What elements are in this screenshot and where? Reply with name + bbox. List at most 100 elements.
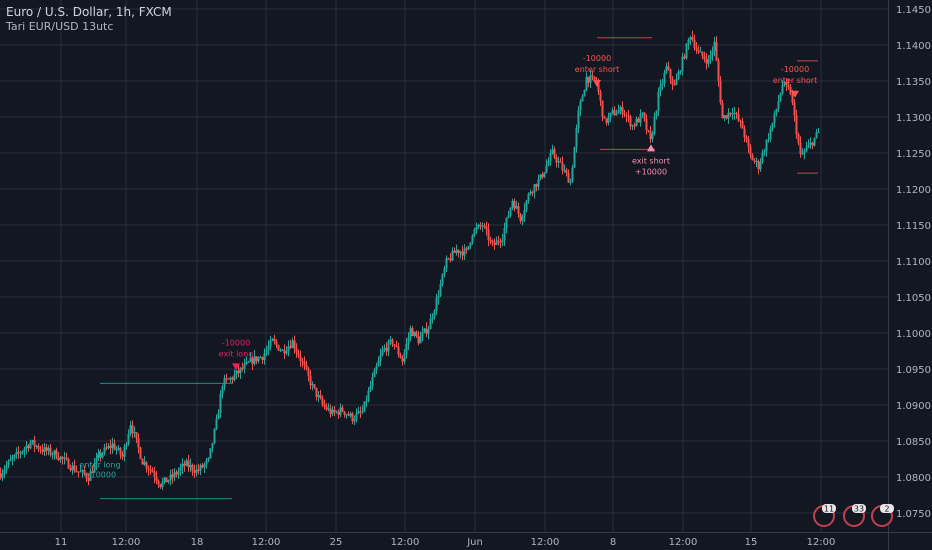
candle-body bbox=[651, 133, 654, 140]
time-tick-label: 12:00 bbox=[112, 537, 141, 548]
candle-body bbox=[373, 370, 376, 378]
candle-body bbox=[311, 384, 314, 386]
trade-amount: -10000 bbox=[583, 54, 611, 63]
candle-body bbox=[475, 227, 478, 230]
candle-body bbox=[739, 120, 742, 122]
candle-body bbox=[479, 224, 482, 227]
candle-body bbox=[601, 100, 604, 117]
candle-body bbox=[489, 240, 492, 242]
candle-body bbox=[445, 258, 448, 269]
badge-2[interactable]: 33 bbox=[843, 504, 866, 527]
candle-body bbox=[471, 235, 474, 243]
candle-body bbox=[169, 474, 172, 481]
candle-body bbox=[57, 458, 60, 460]
candle-body bbox=[591, 75, 594, 77]
candle-body bbox=[433, 310, 436, 318]
candle-body bbox=[759, 162, 762, 170]
candle-body bbox=[531, 192, 534, 194]
candle-body bbox=[215, 419, 218, 430]
candle-body bbox=[173, 472, 176, 478]
candle-body bbox=[505, 217, 508, 229]
candle-body bbox=[817, 132, 820, 134]
price-tick-label: 1.1300 bbox=[896, 113, 931, 124]
candle-body bbox=[113, 443, 116, 450]
candle-body bbox=[461, 251, 464, 256]
candle-body bbox=[227, 378, 230, 380]
candle-body bbox=[171, 474, 174, 478]
candle-body bbox=[631, 125, 634, 127]
candle-body bbox=[131, 425, 134, 434]
candle-body bbox=[807, 144, 810, 148]
candle-body bbox=[21, 451, 24, 453]
candle-body bbox=[371, 377, 374, 386]
candle-body bbox=[19, 452, 22, 454]
badge-2-chip bbox=[852, 504, 866, 513]
candle-body bbox=[469, 242, 472, 246]
candle-body bbox=[617, 110, 620, 114]
trade-arrow-down bbox=[232, 363, 240, 371]
candle-body bbox=[669, 69, 672, 79]
candle-body bbox=[761, 152, 764, 163]
candle-body bbox=[355, 413, 358, 420]
candle-body bbox=[447, 258, 450, 260]
candle-body bbox=[731, 113, 734, 115]
candle-body bbox=[627, 115, 630, 117]
price-tick-label: 1.1350 bbox=[896, 77, 931, 88]
time-tick-label: 12:00 bbox=[807, 537, 836, 548]
candle-body bbox=[315, 387, 318, 397]
candle-body bbox=[579, 101, 582, 111]
candle-body bbox=[145, 462, 148, 469]
candle-body bbox=[265, 350, 268, 354]
candle-body bbox=[421, 332, 424, 337]
candle-body bbox=[79, 471, 82, 473]
candle-body bbox=[577, 110, 580, 129]
candle-body bbox=[763, 151, 766, 153]
candle-body bbox=[615, 113, 618, 116]
badge-3[interactable]: 2 bbox=[871, 504, 894, 527]
time-tick-label: 8 bbox=[610, 537, 616, 548]
candle-body bbox=[561, 162, 564, 171]
candle-body bbox=[553, 149, 556, 158]
candle-body bbox=[543, 172, 546, 177]
candle-body bbox=[259, 357, 262, 359]
candle-body bbox=[237, 370, 240, 374]
candle-body bbox=[337, 411, 340, 415]
candle-body bbox=[623, 113, 626, 116]
candle-body bbox=[517, 206, 520, 214]
candle-body bbox=[109, 445, 112, 448]
candle-body bbox=[147, 468, 150, 470]
candle-body bbox=[427, 329, 430, 334]
candle-body bbox=[135, 432, 138, 439]
candle-body bbox=[365, 400, 368, 402]
candle-body bbox=[91, 471, 94, 473]
candle-body bbox=[73, 465, 76, 472]
candle-body bbox=[663, 72, 666, 84]
candle-body bbox=[341, 407, 344, 412]
candle-body bbox=[677, 71, 680, 79]
candle-body bbox=[277, 344, 280, 351]
trade-arrow-up bbox=[647, 144, 655, 152]
candle-body bbox=[95, 458, 98, 464]
candle-body bbox=[793, 102, 796, 116]
candle-body bbox=[697, 49, 700, 52]
candle-body bbox=[377, 360, 380, 367]
candle-body bbox=[611, 110, 614, 113]
candle-body bbox=[285, 351, 288, 354]
candle-body bbox=[643, 112, 646, 119]
candle-body bbox=[35, 445, 38, 447]
candle-body bbox=[635, 118, 638, 126]
candle-body bbox=[51, 454, 54, 456]
candle-body bbox=[703, 56, 706, 60]
candle-body bbox=[629, 116, 632, 127]
candle-body bbox=[167, 480, 170, 483]
candle-body bbox=[545, 165, 548, 173]
candle-body bbox=[459, 251, 462, 254]
candle-body bbox=[213, 429, 216, 443]
price-tick-label: 1.1100 bbox=[896, 257, 931, 268]
badge-1[interactable]: 11 bbox=[813, 504, 836, 527]
time-tick-label: 12:00 bbox=[531, 537, 560, 548]
candle-body bbox=[693, 39, 696, 48]
badge-group[interactable]: 11 33 2 bbox=[812, 504, 922, 534]
